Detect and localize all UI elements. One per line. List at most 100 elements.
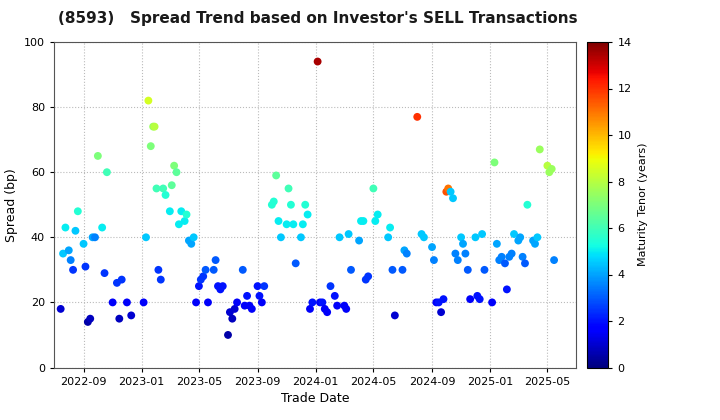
Point: [63, 247, 75, 254]
Point: [173, 221, 184, 228]
Point: [334, 234, 346, 241]
Point: [443, 185, 454, 192]
Point: [412, 113, 423, 120]
Point: [372, 211, 384, 218]
Point: [200, 267, 212, 273]
Point: [474, 296, 485, 302]
Point: [506, 250, 518, 257]
Point: [415, 231, 427, 237]
Point: [441, 188, 452, 195]
Y-axis label: Maturity Tenor (years): Maturity Tenor (years): [638, 143, 648, 267]
Point: [479, 267, 490, 273]
Point: [431, 299, 442, 306]
Point: [360, 276, 372, 283]
Point: [531, 234, 543, 241]
Point: [229, 306, 240, 312]
Point: [314, 299, 325, 306]
Point: [358, 218, 369, 224]
Point: [87, 234, 99, 241]
Point: [125, 312, 137, 319]
Point: [239, 302, 251, 309]
Point: [426, 244, 438, 250]
Point: [231, 299, 243, 306]
Point: [317, 299, 328, 306]
Point: [266, 201, 278, 208]
Point: [153, 267, 164, 273]
Point: [164, 208, 176, 215]
Point: [258, 283, 270, 289]
Point: [70, 227, 81, 234]
Point: [241, 292, 253, 299]
Point: [80, 263, 91, 270]
Point: [438, 296, 449, 302]
Text: (8593)   Spread Trend based on Investor's SELL Transactions: (8593) Spread Trend based on Investor's …: [58, 10, 577, 26]
Point: [188, 234, 199, 241]
Point: [491, 240, 503, 247]
Point: [521, 201, 533, 208]
Point: [300, 201, 311, 208]
Point: [329, 292, 341, 299]
Point: [307, 299, 318, 306]
Point: [84, 315, 96, 322]
Point: [65, 257, 76, 263]
Point: [160, 192, 171, 198]
Point: [149, 123, 161, 130]
Point: [503, 253, 515, 260]
Point: [210, 257, 221, 263]
Point: [546, 165, 557, 172]
Point: [513, 237, 524, 244]
Point: [197, 273, 209, 280]
Point: [312, 58, 323, 65]
Point: [397, 267, 408, 273]
Point: [101, 169, 112, 176]
Point: [399, 247, 410, 254]
Point: [215, 286, 226, 293]
Point: [55, 306, 66, 312]
Point: [290, 260, 302, 267]
Point: [217, 283, 228, 289]
Point: [389, 312, 400, 319]
Point: [472, 292, 483, 299]
Point: [155, 276, 166, 283]
Point: [319, 306, 330, 312]
Point: [529, 240, 541, 247]
Point: [143, 97, 154, 104]
Point: [145, 143, 156, 150]
Point: [179, 218, 190, 224]
Point: [138, 299, 149, 306]
Point: [212, 283, 224, 289]
Y-axis label: Spread (bp): Spread (bp): [6, 168, 19, 241]
Point: [534, 146, 546, 153]
Point: [297, 221, 309, 228]
Point: [362, 273, 374, 280]
Point: [208, 267, 220, 273]
Point: [256, 299, 268, 306]
Point: [501, 286, 513, 293]
Point: [477, 231, 488, 237]
Point: [82, 318, 94, 325]
Point: [190, 299, 202, 306]
Point: [243, 302, 255, 309]
Point: [305, 306, 316, 312]
Point: [140, 234, 152, 241]
Point: [459, 250, 471, 257]
Point: [114, 315, 125, 322]
Point: [227, 315, 238, 322]
Point: [302, 211, 313, 218]
Point: [499, 260, 510, 267]
Point: [268, 198, 279, 205]
Point: [281, 221, 292, 228]
Point: [72, 208, 84, 215]
X-axis label: Trade Date: Trade Date: [281, 392, 349, 405]
Point: [462, 267, 474, 273]
Point: [341, 306, 352, 312]
Point: [384, 224, 396, 231]
Point: [452, 257, 464, 263]
Point: [418, 234, 430, 241]
Point: [517, 253, 528, 260]
Point: [158, 185, 169, 192]
Point: [493, 257, 505, 263]
Point: [436, 309, 447, 315]
Point: [202, 299, 214, 306]
Point: [354, 237, 365, 244]
